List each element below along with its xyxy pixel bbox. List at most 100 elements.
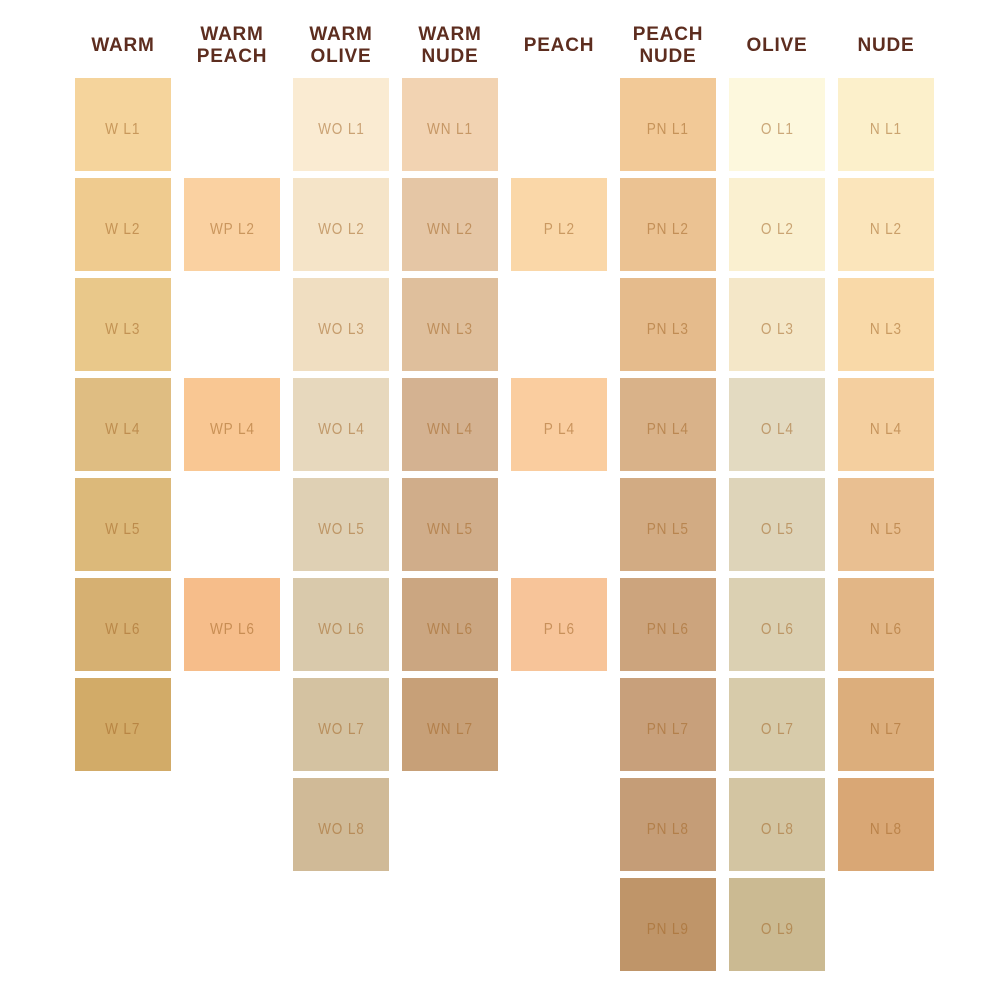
swatch-label: PN L2 [646, 220, 690, 238]
swatch-label: N L7 [869, 720, 903, 738]
swatch-label: WO L4 [317, 420, 365, 438]
swatch-pn-l1[interactable]: PN L1 [620, 78, 716, 171]
swatch-wn-l3[interactable]: WN L3 [402, 278, 498, 371]
swatch-label: O L1 [760, 120, 794, 138]
swatch-pn-l4[interactable]: PN L4 [620, 378, 716, 471]
swatch-w-l2[interactable]: W L2 [75, 178, 171, 271]
swatch-n-l3[interactable]: N L3 [838, 278, 934, 371]
swatch-w-l1[interactable]: W L1 [75, 78, 171, 171]
swatch-label: WP L2 [209, 220, 255, 238]
swatch-pn-l9[interactable]: PN L9 [620, 878, 716, 971]
swatch-pn-l6[interactable]: PN L6 [620, 578, 716, 671]
swatch-label: O L4 [760, 420, 794, 438]
swatch-wn-l7[interactable]: WN L7 [402, 678, 498, 771]
swatch-wp-l2[interactable]: WP L2 [184, 178, 280, 271]
swatch-n-l4[interactable]: N L4 [838, 378, 934, 471]
swatch-n-l6[interactable]: N L6 [838, 578, 934, 671]
swatch-label: PN L5 [646, 520, 690, 538]
swatch-wp-l6[interactable]: WP L6 [184, 578, 280, 671]
swatch-p-l4[interactable]: P L4 [511, 378, 607, 471]
swatch-label: WO L3 [317, 320, 365, 338]
swatch-label: WO L1 [317, 120, 365, 138]
column-header-nude: NUDE [857, 35, 915, 57]
column-header-peach-nude: PEACH NUDE [632, 24, 704, 67]
swatch-label: P L2 [543, 220, 575, 238]
swatch-wn-l6[interactable]: WN L6 [402, 578, 498, 671]
swatch-wn-l1[interactable]: WN L1 [402, 78, 498, 171]
swatch-w-l3[interactable]: W L3 [75, 278, 171, 371]
swatch-label: O L7 [760, 720, 794, 738]
swatch-wn-l5[interactable]: WN L5 [402, 478, 498, 571]
swatch-pn-l3[interactable]: PN L3 [620, 278, 716, 371]
swatch-o-l3[interactable]: O L3 [729, 278, 825, 371]
swatch-label: W L6 [105, 620, 141, 638]
swatch-p-l2[interactable]: P L2 [511, 178, 607, 271]
swatch-label: N L3 [869, 320, 903, 338]
swatch-o-l6[interactable]: O L6 [729, 578, 825, 671]
swatch-label: WN L5 [427, 520, 473, 538]
swatch-wo-l2[interactable]: WO L2 [293, 178, 389, 271]
swatch-label: WN L4 [427, 420, 473, 438]
swatch-w-l6[interactable]: W L6 [75, 578, 171, 671]
swatch-label: O L9 [760, 920, 794, 938]
swatch-n-l2[interactable]: N L2 [838, 178, 934, 271]
swatch-label: N L1 [869, 120, 903, 138]
swatch-o-l5[interactable]: O L5 [729, 478, 825, 571]
column-header-warm: WARM [91, 35, 155, 57]
swatch-pn-l5[interactable]: PN L5 [620, 478, 716, 571]
swatch-p-l6[interactable]: P L6 [511, 578, 607, 671]
swatch-label: W L5 [105, 520, 141, 538]
swatch-label: WP L6 [209, 620, 255, 638]
swatch-n-l8[interactable]: N L8 [838, 778, 934, 871]
swatch-pn-l7[interactable]: PN L7 [620, 678, 716, 771]
swatch-label: N L8 [869, 820, 903, 838]
swatch-o-l7[interactable]: O L7 [729, 678, 825, 771]
column-header-peach: PEACH [523, 35, 595, 57]
swatch-w-l4[interactable]: W L4 [75, 378, 171, 471]
swatch-o-l4[interactable]: O L4 [729, 378, 825, 471]
swatch-label: N L4 [869, 420, 903, 438]
swatch-label: PN L3 [646, 320, 690, 338]
swatch-n-l5[interactable]: N L5 [838, 478, 934, 571]
swatch-label: WO L2 [317, 220, 365, 238]
swatch-o-l1[interactable]: O L1 [729, 78, 825, 171]
swatch-label: P L6 [543, 620, 575, 638]
swatch-label: WO L8 [317, 820, 365, 838]
swatch-o-l8[interactable]: O L8 [729, 778, 825, 871]
column-header-warm-nude: WARM NUDE [418, 24, 482, 67]
swatch-wn-l2[interactable]: WN L2 [402, 178, 498, 271]
swatch-wo-l5[interactable]: WO L5 [293, 478, 389, 571]
swatch-pn-l2[interactable]: PN L2 [620, 178, 716, 271]
header-row: WARM WARM PEACH WARM OLIVE WARM NUDE PEACH PE… [75, 16, 934, 76]
swatch-label: WO L5 [317, 520, 365, 538]
swatch-wo-l3[interactable]: WO L3 [293, 278, 389, 371]
column-header-warm-peach: WARM PEACH [196, 24, 268, 67]
swatch-o-l9[interactable]: O L9 [729, 878, 825, 971]
swatch-w-l5[interactable]: W L5 [75, 478, 171, 571]
swatch-label: WN L7 [427, 720, 473, 738]
swatch-n-l1[interactable]: N L1 [838, 78, 934, 171]
swatch-n-l7[interactable]: N L7 [838, 678, 934, 771]
swatch-label: O L6 [760, 620, 794, 638]
swatch-wo-l1[interactable]: WO L1 [293, 78, 389, 171]
swatch-wo-l4[interactable]: WO L4 [293, 378, 389, 471]
swatch-pn-l8[interactable]: PN L8 [620, 778, 716, 871]
swatch-o-l2[interactable]: O L2 [729, 178, 825, 271]
swatch-label: WO L7 [317, 720, 365, 738]
swatch-label: N L6 [869, 620, 903, 638]
swatch-label: WN L6 [427, 620, 473, 638]
swatch-w-l7[interactable]: W L7 [75, 678, 171, 771]
swatch-label: WO L6 [317, 620, 365, 638]
swatch-label: WN L3 [427, 320, 473, 338]
swatch-wo-l8[interactable]: WO L8 [293, 778, 389, 871]
swatch-label: N L2 [869, 220, 903, 238]
swatch-label: WN L1 [427, 120, 473, 138]
swatch-label: W L3 [105, 320, 141, 338]
swatch-label: W L1 [105, 120, 141, 138]
swatch-wn-l4[interactable]: WN L4 [402, 378, 498, 471]
swatch-wo-l7[interactable]: WO L7 [293, 678, 389, 771]
swatch-wo-l6[interactable]: WO L6 [293, 578, 389, 671]
swatch-wp-l4[interactable]: WP L4 [184, 378, 280, 471]
swatch-label: N L5 [869, 520, 903, 538]
swatch-label: WN L2 [427, 220, 473, 238]
